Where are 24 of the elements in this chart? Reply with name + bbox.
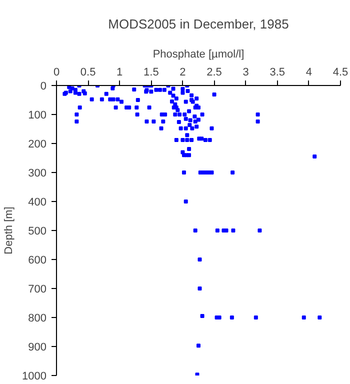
x-tick-label: 4 [306, 66, 312, 78]
x-tick-label: 1.5 [144, 66, 159, 78]
x-tick-label: 3.5 [270, 66, 286, 78]
x-tick-label: 3 [242, 66, 249, 78]
y-tick-label: 500 [28, 226, 47, 238]
y-tick-label: 700 [28, 284, 47, 296]
x-tick-label: 2.5 [206, 66, 222, 78]
y-tick-label: 400 [28, 196, 47, 208]
y-axis-title: Depth [m] [3, 206, 16, 254]
x-tick-label: 0.5 [80, 66, 96, 78]
x-tick-label: 0 [53, 66, 60, 78]
y-tick-label: 800 [28, 312, 47, 324]
x-tick-label: 4.5 [332, 66, 348, 78]
x-tick-label: 1 [116, 66, 123, 78]
y-tick-label: 1000 [22, 370, 47, 382]
y-tick-label: 100 [28, 110, 47, 122]
x-axis-title: Phosphate [µmol/l] [152, 48, 244, 60]
chart-title: MODS2005 in December, 1985 [108, 16, 289, 32]
y-tick-label: 900 [28, 342, 47, 354]
y-tick-label: 300 [28, 168, 47, 180]
y-tick-label: 200 [28, 138, 47, 150]
y-tick-label: 0 [40, 80, 47, 92]
y-tick-label: 600 [28, 254, 47, 266]
x-tick-label: 2 [180, 66, 186, 78]
